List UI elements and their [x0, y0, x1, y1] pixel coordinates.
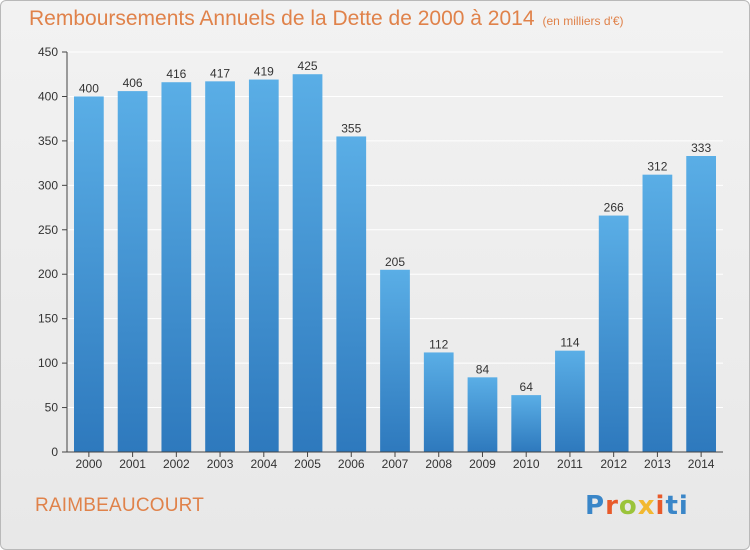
- x-tick-label: 2014: [688, 457, 715, 471]
- bar: [423, 352, 454, 452]
- axes: 0 50 100 150 200 250 300 350 400 450 2000 2001 2002 2…: [38, 45, 723, 471]
- bar: [598, 215, 629, 452]
- x-tick-label: 2010: [513, 457, 540, 471]
- bar-value-label: 112: [429, 337, 448, 351]
- proxiti-logo: Proxiti: [585, 491, 689, 521]
- x-tick-label: 2011: [557, 457, 583, 471]
- bar-value-label: 416: [166, 67, 186, 81]
- y-tick-label: 200: [38, 267, 58, 281]
- bar: [248, 79, 279, 453]
- commune-name: RAIMBEAUCOURT: [35, 495, 205, 516]
- bar-value-label: 333: [691, 141, 711, 155]
- x-tick-label: 2012: [600, 457, 627, 471]
- logo-letter: x: [637, 491, 656, 521]
- bar-value-label: 84: [476, 362, 490, 376]
- bar: [642, 174, 673, 452]
- y-tick-label: 100: [38, 356, 58, 370]
- bar-value-label: 114: [560, 336, 579, 350]
- x-tick-label: 2008: [425, 457, 452, 471]
- bars: 400 406 416 417 419 425 355 205 112 84 64 114 266 312…: [73, 59, 717, 453]
- bar-value-label: 355: [341, 121, 361, 135]
- bar: [117, 91, 148, 452]
- y-tick-label: 300: [38, 178, 58, 192]
- chart-title: Remboursements Annuels de la Dette de 20…: [29, 7, 624, 31]
- bar-value-label: 406: [123, 76, 143, 90]
- logo-letter: o: [618, 491, 638, 521]
- bar: [161, 82, 192, 452]
- y-tick-label: 400: [38, 89, 58, 103]
- logo-letter: i: [655, 491, 666, 521]
- bar: [380, 269, 410, 452]
- bar: [205, 81, 235, 452]
- bar-value-label: 205: [385, 255, 405, 269]
- bar: [336, 136, 367, 452]
- bar-value-label: 417: [210, 66, 230, 80]
- bar-value-label: 64: [520, 380, 534, 394]
- bar-value-label: 312: [647, 160, 667, 174]
- bar: [686, 156, 717, 452]
- x-tick-label: 2007: [382, 457, 409, 471]
- bar: [511, 395, 542, 452]
- y-tick-label: 50: [45, 401, 59, 415]
- y-tick-label: 350: [38, 134, 58, 148]
- bar: [73, 96, 104, 452]
- chart-title-text: Remboursements Annuels de la Dette de 20…: [29, 7, 535, 30]
- bar-value-label: 266: [604, 201, 624, 215]
- logo-letter: ti: [665, 491, 689, 521]
- bar-value-label: 425: [298, 59, 318, 73]
- x-tick-label: 2013: [644, 457, 671, 471]
- logo-letter: r: [605, 491, 619, 521]
- bar: [467, 377, 498, 452]
- bar-value-label: 400: [79, 81, 99, 95]
- x-tick-label: 2003: [207, 457, 234, 471]
- x-tick-label: 2009: [469, 457, 496, 471]
- y-tick-label: 450: [38, 45, 58, 59]
- bar: [555, 350, 585, 452]
- bar: [292, 74, 323, 452]
- bar-value-label: 419: [254, 65, 274, 79]
- y-tick-label: 0: [51, 445, 58, 459]
- y-tick-label: 250: [38, 223, 58, 237]
- x-tick-label: 2006: [338, 457, 365, 471]
- x-tick-label: 2002: [163, 457, 190, 471]
- x-tick-label: 2004: [250, 457, 277, 471]
- x-tick-label: 2001: [119, 457, 146, 471]
- x-tick-label: 2005: [294, 457, 321, 471]
- chart-unit-note: (en milliers d'€): [542, 14, 624, 28]
- y-tick-label: 150: [38, 312, 58, 326]
- logo-letter: P: [585, 491, 606, 521]
- x-tick-label: 2000: [76, 457, 103, 471]
